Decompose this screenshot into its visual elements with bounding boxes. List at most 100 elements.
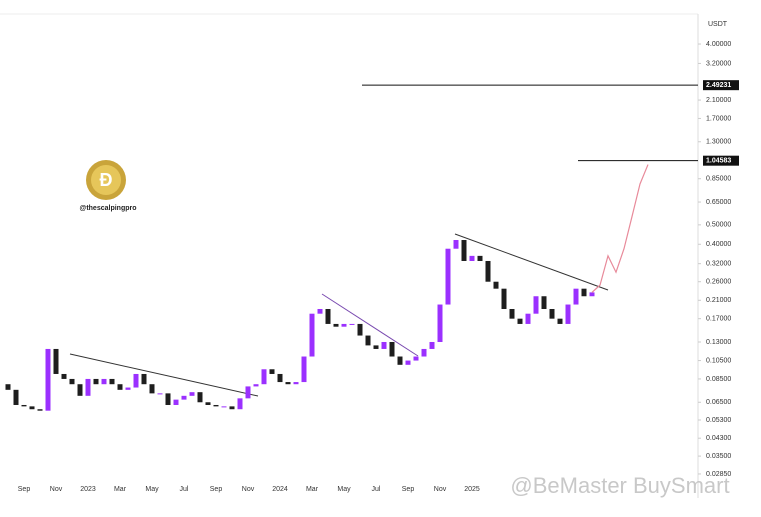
candle-body: [533, 296, 539, 314]
candle-body: [37, 409, 43, 411]
candle-body: [501, 288, 507, 309]
x-tick-label: Mar: [114, 486, 127, 493]
candle-body: [93, 378, 99, 385]
x-tick-label: 2023: [80, 486, 96, 493]
candle-body: [437, 304, 443, 342]
logo: Ð: [86, 160, 126, 200]
y-tick-label: 2.10000: [706, 97, 731, 104]
handle: @thescalpingpro: [80, 205, 137, 212]
y-tick-label: 0.85000: [706, 176, 731, 183]
x-tick-label: Sep: [402, 486, 415, 493]
candle-body: [29, 406, 35, 410]
candle-body: [45, 348, 51, 411]
candle-body: [285, 382, 291, 385]
candle-body: [293, 382, 299, 385]
candle-body: [133, 373, 139, 388]
x-tick-label: Sep: [18, 486, 31, 493]
candle-body: [245, 386, 251, 399]
candle-body: [581, 288, 587, 297]
price-level-box: [703, 155, 739, 166]
candle-body: [181, 395, 187, 400]
logo-inner: [91, 165, 121, 195]
x-tick-label: May: [337, 486, 351, 493]
candle-body: [237, 398, 243, 410]
candle-body: [269, 369, 275, 374]
candle-body: [381, 341, 387, 349]
candle-body: [389, 341, 395, 357]
candle-body: [277, 373, 283, 383]
candle-body: [493, 281, 499, 289]
candle-body: [213, 404, 219, 407]
y-tick-label: 0.26000: [706, 279, 731, 286]
x-tick-label: Jul: [372, 486, 381, 493]
candle-body: [517, 318, 523, 324]
candle-body: [341, 323, 347, 327]
candle-body: [85, 378, 91, 396]
projection-line: [591, 164, 649, 293]
y-tick-label: 0.40000: [706, 241, 731, 248]
candle-body: [61, 373, 67, 379]
y-tick-label: 0.13000: [706, 339, 731, 346]
y-tick-label: 0.17000: [706, 316, 731, 323]
candle-body: [429, 341, 435, 349]
candle-body: [573, 288, 579, 305]
candle-body: [173, 399, 179, 405]
y-tick-label: 1.70000: [706, 115, 731, 122]
candle-body: [21, 404, 27, 407]
candle-body: [253, 384, 259, 387]
candle-body: [365, 335, 371, 346]
candle-body: [141, 373, 147, 385]
candle-body: [397, 356, 403, 365]
candle-body: [485, 260, 491, 282]
x-tick-label: May: [145, 486, 159, 493]
candle-body: [549, 308, 555, 319]
candle-body: [333, 323, 339, 327]
candle-body: [261, 369, 267, 385]
candle-body: [405, 360, 411, 365]
y-tick-label: 0.02850: [706, 471, 731, 478]
candle-body: [5, 384, 11, 390]
candle-body: [509, 308, 515, 319]
candle-body: [525, 313, 531, 324]
candle-body: [101, 378, 107, 385]
axis-unit: USDT: [708, 21, 728, 28]
candle-body: [557, 318, 563, 324]
candle-body: [477, 255, 483, 261]
x-tick-label: Sep: [210, 486, 223, 493]
candle-body: [357, 323, 363, 336]
candle-body: [69, 378, 75, 385]
price-level-label: 1.04583: [706, 158, 731, 165]
candle-body: [445, 248, 451, 305]
trendlines: [69, 233, 609, 397]
candle-body: [413, 356, 419, 361]
y-tick-label: 1.30000: [706, 139, 731, 146]
candle-body: [125, 387, 131, 390]
y-tick-label: 0.08500: [706, 376, 731, 383]
y-tick-label: 0.03500: [706, 453, 731, 460]
y-tick-label: 0.32000: [706, 261, 731, 268]
trendline: [454, 233, 609, 291]
trendline: [321, 293, 419, 357]
y-tick-label: 0.05300: [706, 417, 731, 424]
x-tick-label: 2024: [272, 486, 288, 493]
candle-body: [165, 393, 171, 405]
x-tick-label: Nov: [50, 486, 63, 493]
candle-body: [197, 392, 203, 403]
y-tick-label: 4.00000: [706, 41, 731, 48]
candle-body: [565, 304, 571, 324]
x-tick-label: Mar: [306, 486, 319, 493]
x-tick-label: 2025: [464, 486, 480, 493]
x-tick-label: Nov: [434, 486, 447, 493]
candle-body: [77, 384, 83, 396]
candle-body: [453, 240, 459, 249]
candle-body: [189, 392, 195, 396]
y-tick-label: 0.50000: [706, 222, 731, 229]
candle-body: [109, 378, 115, 385]
candle-body: [317, 308, 323, 314]
candle-body: [157, 393, 163, 395]
candle-body: [221, 406, 227, 408]
candle-body: [205, 402, 211, 405]
y-tick-label: 0.21000: [706, 297, 731, 304]
logo-mark: Ð: [100, 170, 113, 190]
candle-body: [421, 348, 427, 357]
